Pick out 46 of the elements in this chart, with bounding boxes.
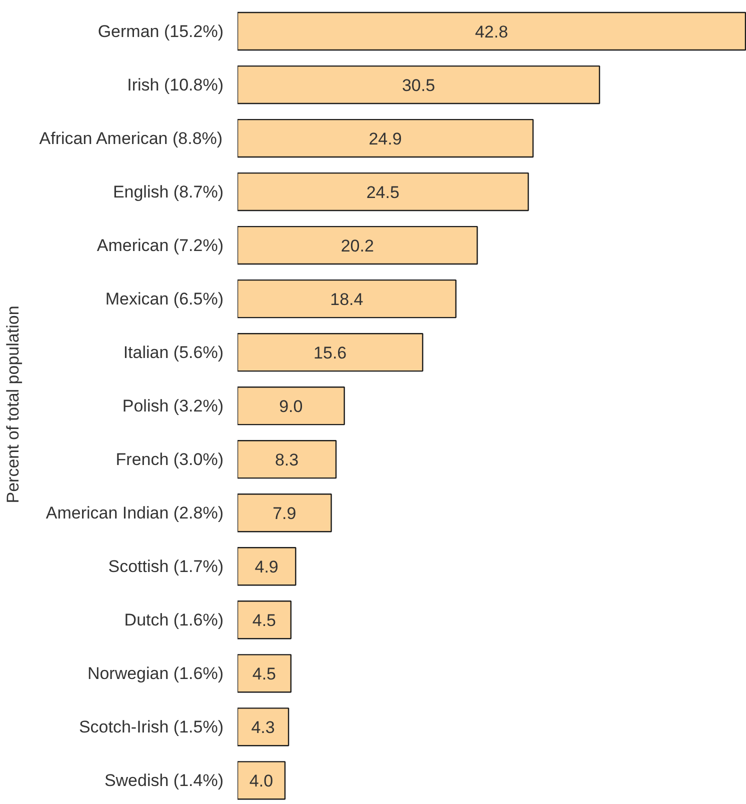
y-tick-label: American Indian (2.8%)	[46, 503, 224, 522]
data-label: 4.9	[254, 557, 278, 576]
bar	[238, 172, 529, 212]
data-label: 42.8	[474, 22, 508, 42]
data-label: 4.5	[252, 610, 276, 630]
data-label: 18.4	[330, 290, 364, 309]
data-label: 7.9	[272, 504, 296, 523]
data-label: 15.6	[314, 343, 347, 362]
y-tick-label: Irish (10.8%)	[127, 75, 224, 94]
bar	[238, 494, 332, 532]
data-label: 30.5	[402, 76, 436, 95]
bar	[238, 386, 345, 426]
y-axis-title: Percent of total population	[3, 306, 22, 504]
y-tick-label: African American (8.8%)	[39, 128, 223, 148]
bar	[238, 279, 456, 318]
data-label: 4.0	[249, 771, 274, 790]
data-label: 24.5	[366, 182, 400, 202]
bar	[238, 761, 286, 800]
bar	[238, 600, 292, 640]
data-label: 4.3	[251, 718, 275, 737]
data-label: 20.2	[340, 236, 374, 256]
bar	[238, 547, 296, 586]
data-label: 4.5	[252, 664, 276, 684]
y-tick-label: Swedish (1.4%)	[104, 770, 224, 790]
y-tick-label: Scottish (1.7%)	[108, 556, 224, 576]
bar	[238, 332, 424, 372]
bar	[238, 654, 292, 693]
bar	[238, 118, 534, 158]
y-tick-label: American (7.2%)	[96, 236, 224, 255]
y-tick-label: German (15.2%)	[98, 22, 224, 41]
bar	[238, 65, 600, 104]
y-tick-label: Mexican (6.5%)	[105, 289, 224, 308]
y-tick-label: French (3.0%)	[116, 450, 224, 469]
data-label: 24.9	[368, 129, 402, 148]
y-tick-label: Dutch (1.6%)	[124, 610, 224, 630]
data-label: 8.3	[274, 450, 299, 470]
bar	[238, 708, 290, 746]
y-tick-label: English (8.7%)	[112, 182, 224, 202]
data-label: 9.0	[279, 396, 303, 416]
bar	[238, 440, 337, 479]
bar	[238, 12, 746, 51]
y-tick-label: Norwegian (1.6%)	[87, 664, 224, 683]
y-tick-label: Italian (5.6%)	[123, 342, 224, 362]
y-tick-label: Polish (3.2%)	[122, 396, 224, 416]
y-tick-label: Scotch-Irish (1.5%)	[78, 717, 224, 736]
bar	[238, 226, 478, 265]
